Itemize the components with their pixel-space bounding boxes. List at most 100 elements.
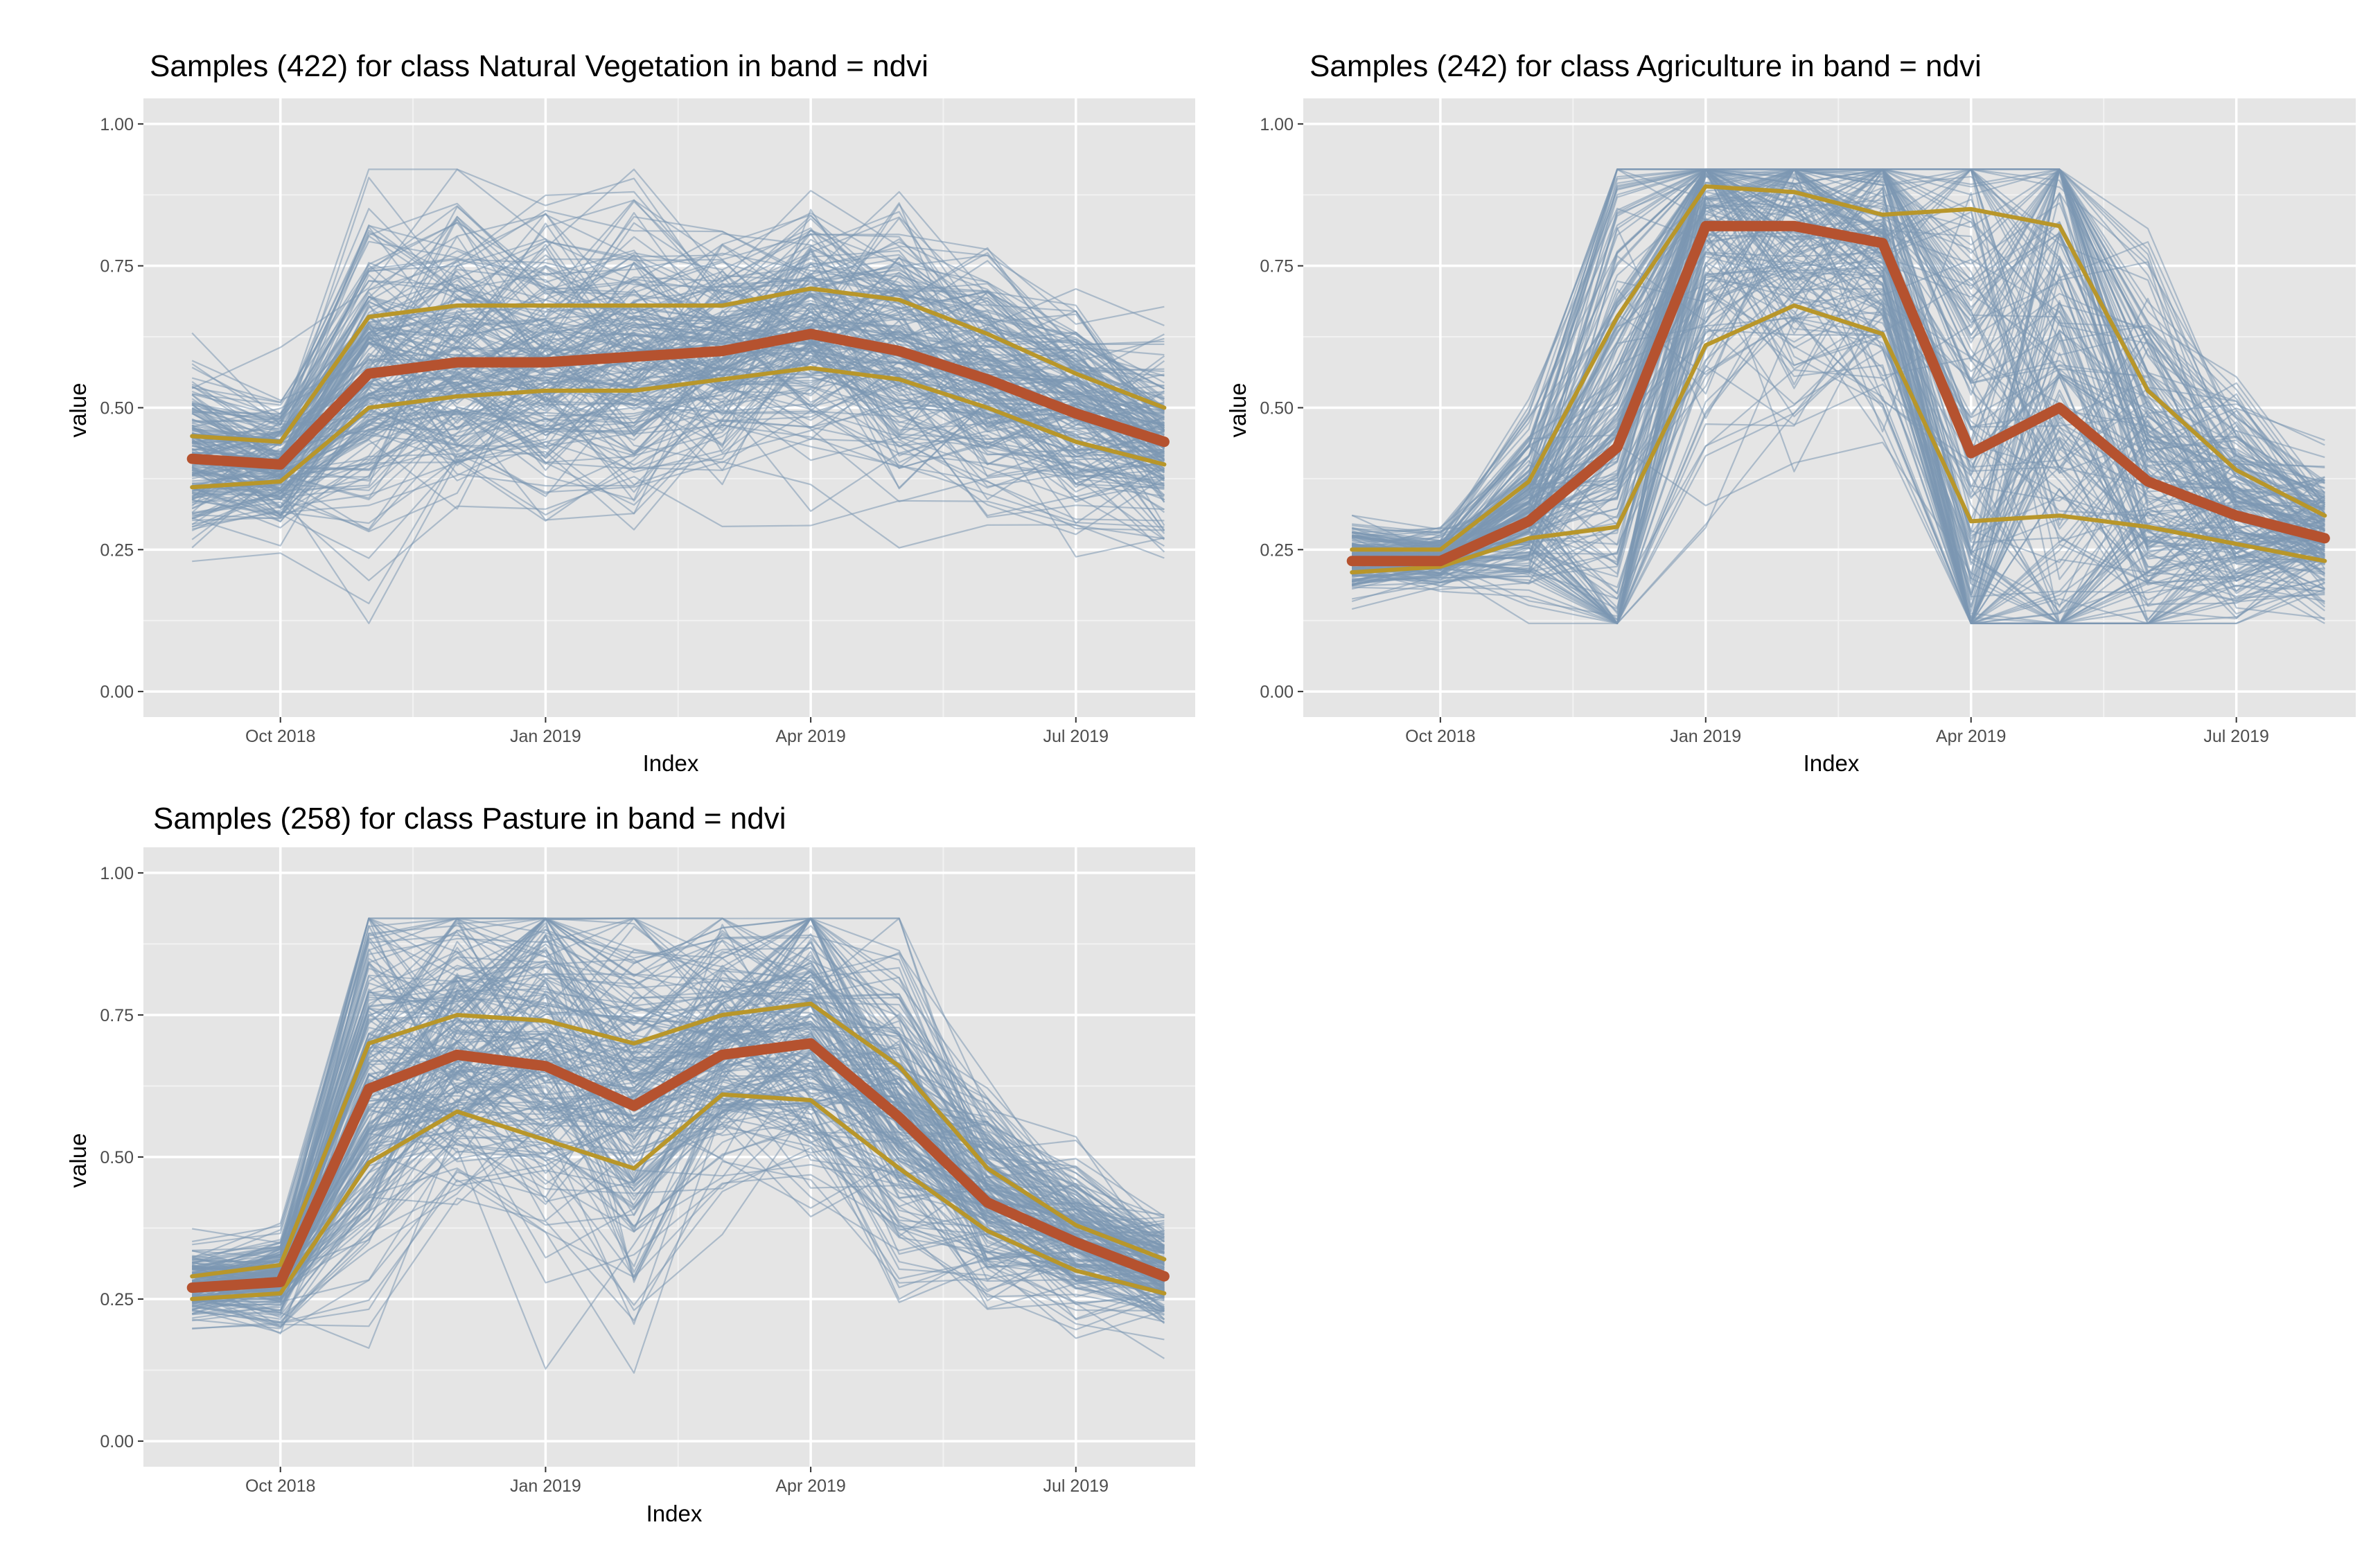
sample-series-line (192, 1032, 1165, 1284)
sample-series-line (192, 1154, 1165, 1339)
sample-series-line (192, 208, 1165, 419)
y-tick-label: 0.75 (100, 257, 134, 276)
sample-series-line (192, 270, 1165, 475)
y-tick-label: 1.00 (1260, 115, 1294, 134)
x-tick-label: Oct 2018 (245, 1476, 315, 1496)
sample-series-line (1352, 441, 2326, 624)
y-axis-title: value (65, 1133, 91, 1188)
median-line (186, 328, 1170, 470)
sample-series-line (192, 423, 1165, 559)
sample-series-line (192, 917, 1165, 1271)
sample-series-line (192, 168, 1165, 407)
sample-series-line (1352, 173, 2325, 614)
lower-quantile-line (190, 1092, 1167, 1301)
sample-series-line (191, 199, 1165, 417)
sample-series-line (192, 1103, 1165, 1349)
x-tick-label: Apr 2019 (775, 1476, 845, 1496)
sample-series-line (192, 276, 1165, 469)
sample-series-line (1352, 325, 2325, 606)
sample-series-line (1351, 168, 2325, 550)
sample-series-line (191, 190, 1165, 458)
x-tick-label: Oct 2018 (1405, 727, 1475, 746)
sample-series-line (191, 996, 1165, 1295)
y-tick-label: 0.25 (100, 540, 134, 560)
sample-series-line (1352, 168, 2325, 563)
x-tick-label: Oct 2018 (245, 727, 315, 746)
y-tick-label: 1.00 (100, 864, 134, 883)
sample-series-line (191, 408, 1165, 530)
sample-series-line (192, 1091, 1165, 1323)
sample-series-line (192, 1011, 1165, 1287)
major-gridlines (143, 98, 1195, 717)
y-tick-label: 0.00 (100, 1432, 134, 1451)
sample-series-line (191, 319, 1165, 509)
chart-title: Samples (422) for class Natural Vegetati… (150, 49, 928, 83)
sample-series-line (191, 342, 1165, 533)
sample-series-line (1352, 204, 2325, 560)
x-axis-ticks: Oct 2018 Jan 2019 Apr 2019 Jul 2019 (245, 717, 1109, 746)
sample-series-line (191, 917, 1165, 1288)
sample-series-line (192, 438, 1165, 531)
sample-series-line (191, 917, 1165, 1269)
x-axis-title: Index (646, 1501, 703, 1526)
sample-series-line (191, 933, 1165, 1282)
sample-series-line (192, 1031, 1165, 1320)
median-line (186, 1038, 1170, 1294)
x-tick-label: Jul 2019 (1043, 727, 1109, 746)
chart-panel-pasture: Samples (258) for class Pasture in band … (65, 802, 1195, 1526)
sample-series-line (191, 949, 1165, 1287)
sample-series-line (192, 964, 1165, 1293)
sample-series-line (192, 1100, 1165, 1298)
y-tick-label: 0.50 (1260, 399, 1294, 418)
sample-series-line (191, 347, 1165, 522)
sample-series-line (1352, 168, 2325, 546)
sample-series-line (1352, 247, 2325, 624)
chart-title: Samples (258) for class Pasture in band … (153, 802, 786, 836)
x-axis-ticks: Oct 2018 Jan 2019 Apr 2019 Jul 2019 (1405, 717, 2269, 746)
sample-series-line (191, 258, 1165, 433)
sample-series-line (192, 453, 1165, 605)
sample-series-line (1352, 369, 2325, 624)
sample-series-line (192, 1091, 1165, 1310)
sample-series-line (1352, 192, 2325, 624)
sample-series-line (191, 213, 1165, 459)
y-tick-label: 0.50 (100, 1148, 134, 1167)
sample-series-line (192, 1069, 1165, 1319)
x-axis-title: Index (1804, 750, 1860, 776)
sample-series-line (192, 917, 1165, 1265)
x-tick-label: Jan 2019 (510, 727, 581, 746)
median-line (1346, 220, 2330, 567)
sample-series-line (192, 475, 1165, 581)
sample-series-line (1351, 316, 2325, 624)
sample-series-line (1352, 308, 2325, 624)
y-tick-label: 0.00 (1260, 682, 1294, 702)
sample-series-line (1352, 168, 2325, 624)
summary-lines (186, 1001, 1170, 1301)
x-tick-label: Jul 2019 (2203, 727, 2269, 746)
sample-series-line (191, 215, 1165, 424)
sample-series-line (191, 327, 1165, 513)
y-axis-ticks: 0.00 0.25 0.50 0.75 1.00 (100, 115, 143, 702)
sample-series-line (1352, 195, 2325, 624)
y-tick-label: 0.50 (100, 399, 134, 418)
y-axis-title: value (1225, 383, 1251, 438)
lower-quantile-line (1350, 303, 2327, 575)
y-tick-label: 0.25 (100, 1290, 134, 1309)
y-tick-label: 0.75 (1260, 257, 1294, 276)
y-axis-title: value (65, 383, 91, 438)
sample-series-line (191, 969, 1165, 1287)
sample-series-line (1351, 175, 2325, 583)
y-tick-label: 0.00 (100, 682, 134, 702)
sample-series-line (1351, 290, 2326, 624)
x-axis-ticks: Oct 2018 Jan 2019 Apr 2019 Jul 2019 (245, 1467, 1109, 1496)
sample-series-line (191, 1058, 1165, 1316)
y-tick-label: 0.75 (100, 1006, 134, 1025)
sample-series-line (1352, 288, 2325, 624)
sample-series-line (191, 202, 1165, 492)
sample-series-line (1352, 168, 2325, 560)
x-axis-title: Index (643, 750, 699, 776)
chart-panel-natural-vegetation: Samples (422) for class Natural Vegetati… (65, 49, 1195, 776)
chart-title: Samples (242) for class Agriculture in b… (1310, 49, 1982, 83)
sample-series-line (1352, 195, 2325, 554)
sample-series-line (191, 351, 1165, 490)
